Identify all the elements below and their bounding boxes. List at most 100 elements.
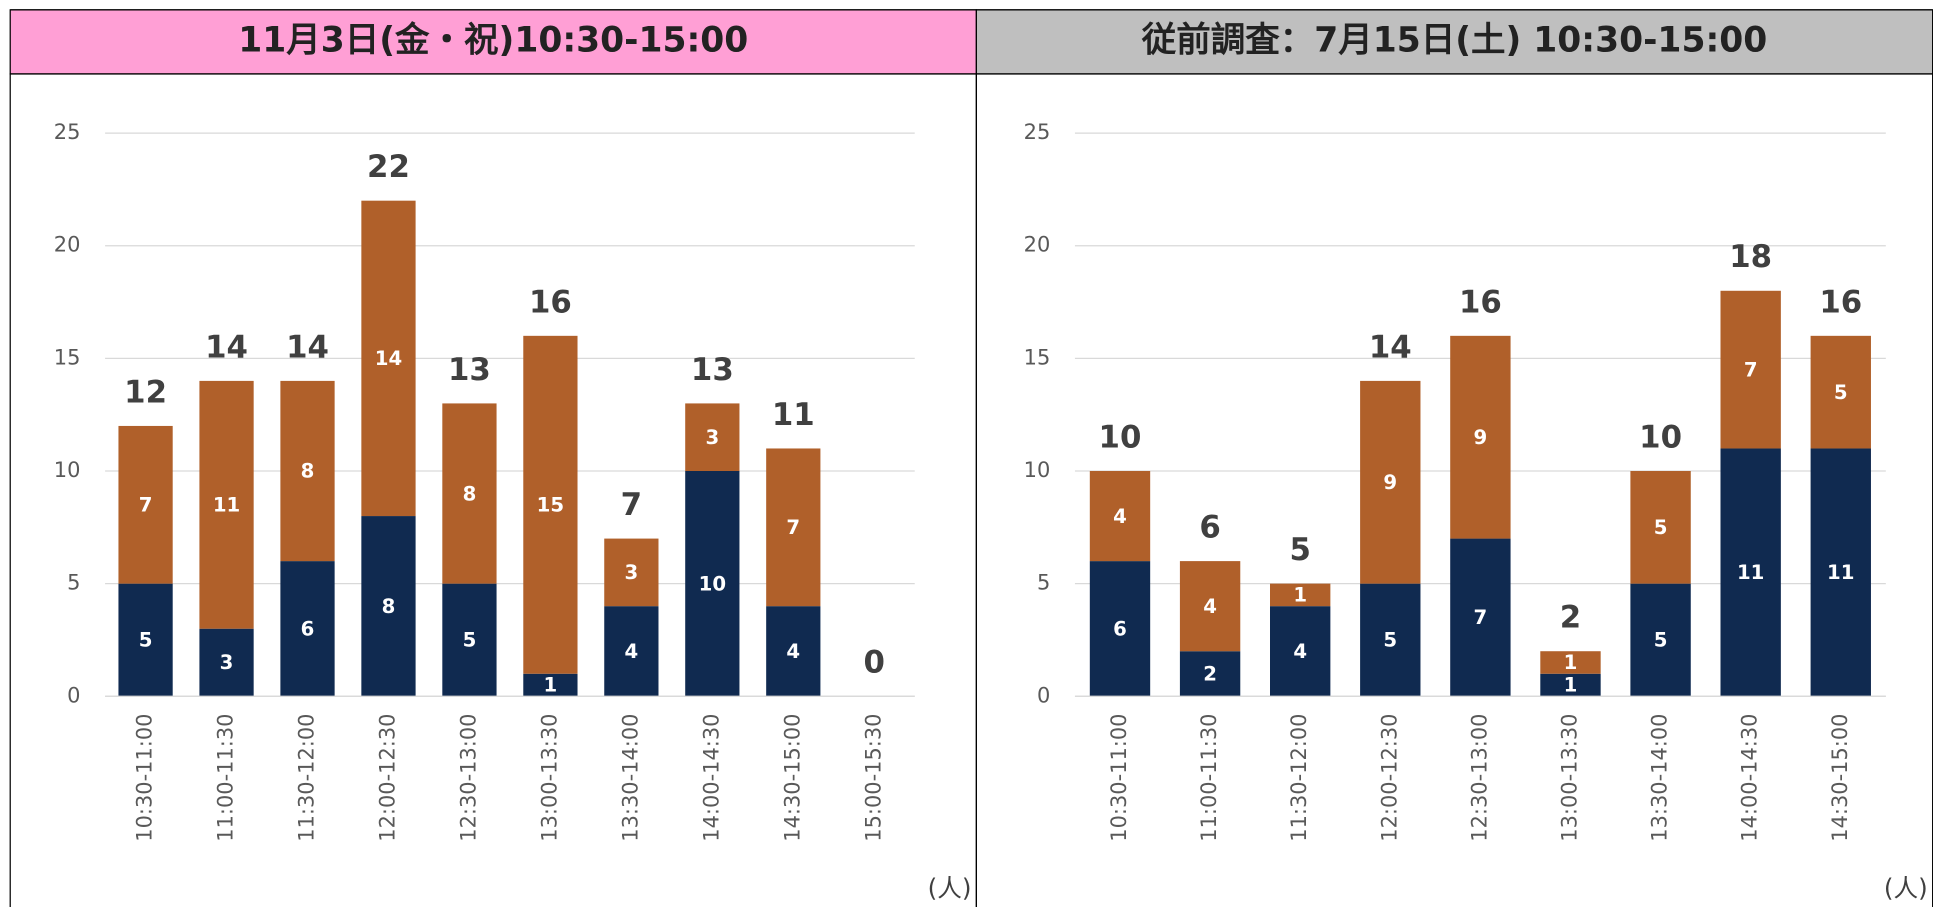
x-tick-label: 13:30-14:00 [1648, 714, 1672, 842]
y-tick-label: 20 [54, 233, 81, 257]
x-tick-label: 12:30-13:00 [456, 714, 480, 842]
segment-label: 4 [786, 640, 800, 663]
bar-segment [1360, 380, 1421, 584]
total-label: 6 [1199, 510, 1220, 546]
bar-segment [199, 628, 254, 697]
bar-segment [442, 583, 497, 697]
segment-label: 5 [139, 629, 153, 652]
bar-segment [1270, 606, 1331, 697]
bar-segment [1720, 448, 1781, 697]
segment-label: 9 [1383, 471, 1397, 494]
total-label: 16 [1819, 284, 1862, 320]
x-tick-label: 14:30-15:00 [1828, 714, 1852, 842]
unit-label: (人) [928, 874, 972, 903]
segment-label: 2 [1203, 662, 1217, 685]
bar-segment [1810, 335, 1871, 449]
bar-segment [1089, 561, 1151, 697]
bar-segment [685, 470, 740, 697]
x-tick-label: 14:00-14:30 [1738, 714, 1762, 842]
y-tick-label: 10 [54, 458, 81, 482]
segment-label: 5 [463, 629, 477, 652]
bar-segment [1179, 651, 1241, 697]
segment-label: 7 [1474, 606, 1488, 629]
segment-label: 1 [1564, 651, 1578, 674]
x-tick-label: 11:00-11:30 [1197, 714, 1221, 842]
bar-segment [604, 606, 659, 697]
bar-segment [1540, 651, 1601, 674]
total-label: 18 [1729, 239, 1772, 275]
bar-segment [280, 561, 335, 697]
bar-segment [1179, 561, 1241, 652]
bar-segment [1720, 290, 1781, 449]
y-tick-label: 25 [54, 120, 81, 144]
bar-segment [118, 425, 173, 584]
x-tick-label: 10:30-11:00 [133, 714, 157, 842]
segment-label: 11 [213, 494, 240, 517]
bar-segment [118, 583, 173, 697]
segment-label: 3 [705, 426, 719, 449]
y-tick-label: 20 [1024, 233, 1051, 257]
y-tick-label: 5 [67, 571, 80, 595]
bar-segment [1450, 538, 1511, 697]
x-tick-label: 14:00-14:30 [699, 714, 723, 842]
y-tick-label: 15 [1024, 345, 1051, 369]
segment-label: 6 [1113, 617, 1127, 640]
chart-title: 11月3日(金・祝)10:30-15:00 [238, 20, 748, 60]
total-label: 10 [1639, 419, 1682, 455]
total-label: 22 [367, 149, 410, 185]
segment-label: 1 [1293, 584, 1307, 607]
bar-segment [604, 538, 659, 607]
bar-segment [361, 200, 416, 517]
bar-segment [361, 516, 416, 697]
total-label: 14 [1369, 329, 1412, 365]
bar-segment [1270, 583, 1331, 607]
header-bar [975, 9, 1933, 75]
y-tick-label: 0 [67, 683, 80, 707]
x-tick-label: 11:30-12:00 [1287, 714, 1311, 842]
x-tick-label: 14:30-15:00 [780, 714, 804, 842]
x-tick-label: 12:30-13:00 [1467, 714, 1491, 842]
x-tick-label: 13:00-13:30 [1557, 714, 1581, 842]
segment-label: 15 [537, 494, 564, 517]
segment-label: 14 [375, 347, 402, 370]
total-label: 14 [286, 329, 329, 365]
bar-segment [523, 335, 578, 674]
segment-label: 9 [1474, 426, 1488, 449]
x-tick-label: 10:30-11:00 [1107, 714, 1131, 842]
segment-label: 5 [1654, 516, 1668, 539]
bar-segment [685, 403, 740, 471]
y-tick-label: 10 [1024, 458, 1051, 482]
total-label: 14 [205, 329, 248, 365]
bar-segment [442, 403, 497, 584]
segment-label: 3 [220, 651, 234, 674]
bar-segment [1810, 448, 1871, 697]
x-tick-label: 15:00-15:30 [861, 714, 885, 842]
total-label: 13 [691, 352, 734, 388]
segment-label: 1 [1564, 674, 1578, 697]
segment-label: 4 [1203, 595, 1217, 618]
unit-label: (人) [1884, 874, 1928, 903]
segment-label: 4 [1113, 505, 1127, 528]
x-tick-label: 11:00-11:30 [214, 714, 238, 842]
bar-segment [1630, 583, 1691, 697]
segment-label: 11 [1827, 561, 1854, 584]
bar-segment [1089, 470, 1151, 562]
bar-segment [1450, 335, 1511, 539]
segment-label: 8 [301, 460, 315, 483]
total-label: 13 [448, 352, 491, 388]
segment-label: 11 [1737, 561, 1764, 584]
total-label: 7 [621, 487, 642, 523]
segment-label: 4 [625, 640, 639, 663]
segment-label: 7 [1744, 358, 1758, 381]
bar-segment [1360, 583, 1421, 697]
bar-segment [199, 380, 254, 629]
bar-segment [766, 448, 821, 607]
total-label: 12 [124, 374, 167, 410]
y-tick-label: 25 [1024, 120, 1051, 144]
bar-segment [1630, 470, 1691, 584]
segment-label: 10 [699, 572, 726, 595]
segment-label: 5 [1383, 629, 1397, 652]
total-label: 5 [1289, 532, 1310, 568]
x-tick-label: 12:00-12:30 [375, 714, 399, 842]
